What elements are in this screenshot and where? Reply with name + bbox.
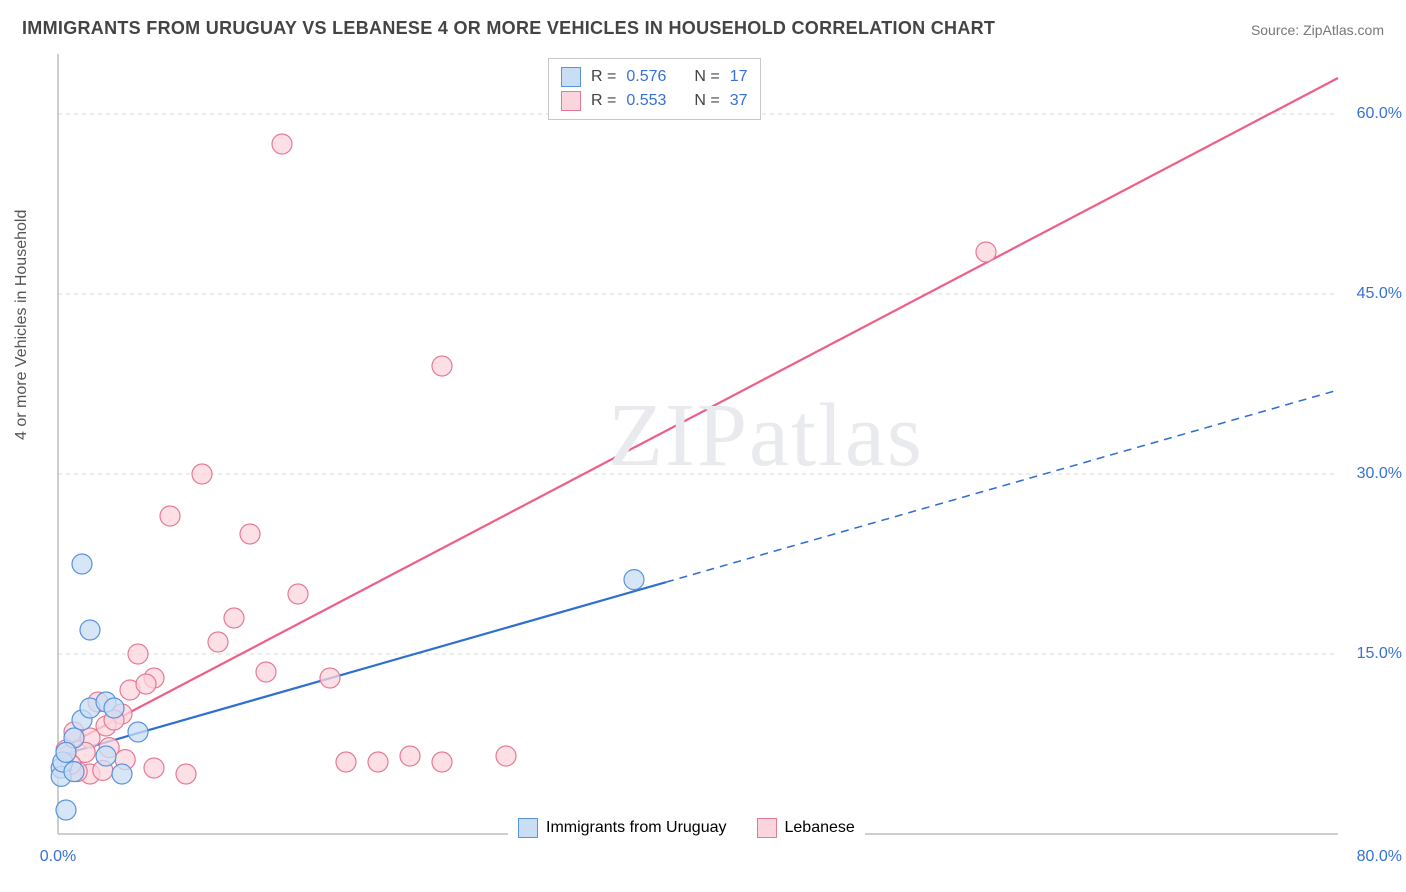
- legend-item-lebanese: Lebanese: [757, 818, 855, 838]
- swatch-icon: [518, 818, 538, 838]
- n-label: N =: [694, 68, 719, 86]
- n-label: N =: [694, 92, 719, 110]
- y-tick-label: 15.0%: [1357, 645, 1402, 663]
- legend-item-uruguay: Immigrants from Uruguay: [518, 818, 727, 838]
- r-value: 0.553: [626, 92, 666, 110]
- r-value: 0.576: [626, 68, 666, 86]
- legend-label: Lebanese: [785, 819, 855, 837]
- n-value: 37: [730, 92, 748, 110]
- source-label: Source: ZipAtlas.com: [1251, 22, 1384, 38]
- y-tick-label: 60.0%: [1357, 105, 1402, 123]
- swatch-icon: [757, 818, 777, 838]
- swatch-icon: [561, 67, 581, 87]
- y-tick-label: 30.0%: [1357, 465, 1402, 483]
- r-label: R =: [591, 68, 616, 86]
- stats-row-uruguay: R = 0.576 N = 17: [561, 65, 748, 89]
- stats-legend-box: R = 0.576 N = 17 R = 0.553 N = 37: [548, 58, 761, 120]
- chart-plot-area: ZIPatlas R = 0.576 N = 17 R = 0.553 N = …: [58, 54, 1338, 834]
- series-legend: Immigrants from Uruguay Lebanese: [508, 816, 865, 840]
- y-tick-label: 45.0%: [1357, 285, 1402, 303]
- x-tick-label: 80.0%: [1357, 848, 1402, 866]
- stats-row-lebanese: R = 0.553 N = 37: [561, 89, 748, 113]
- chart-title: IMMIGRANTS FROM URUGUAY VS LEBANESE 4 OR…: [22, 18, 995, 39]
- legend-label: Immigrants from Uruguay: [546, 819, 727, 837]
- n-value: 17: [730, 68, 748, 86]
- r-label: R =: [591, 92, 616, 110]
- x-tick-label: 0.0%: [40, 848, 76, 866]
- swatch-icon: [561, 91, 581, 111]
- scatter-plot-svg: [58, 54, 1338, 834]
- y-axis-label: 4 or more Vehicles in Household: [13, 210, 31, 440]
